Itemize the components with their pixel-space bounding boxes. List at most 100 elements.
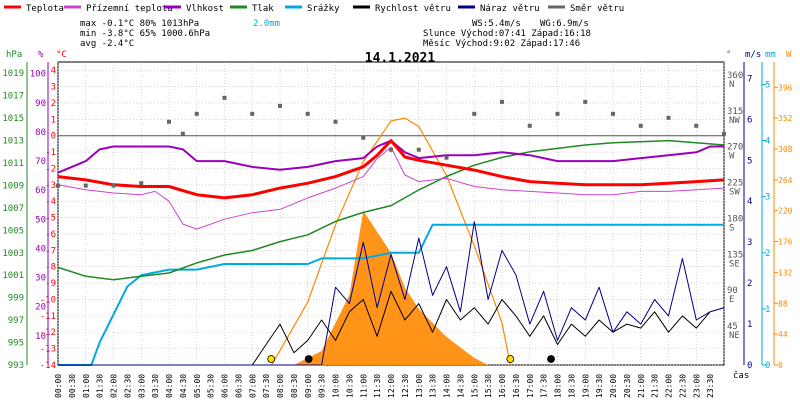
tick-ms-7: 0 [747, 361, 752, 371]
tick-x-45: 22:30 [678, 374, 687, 398]
moonset-marker [547, 355, 555, 363]
series-vlhkost [57, 139, 724, 174]
tick-x-41: 20:30 [623, 374, 632, 398]
tick-x-1: 00:30 [68, 374, 77, 398]
tick-x-11: 05:30 [207, 374, 216, 398]
tick-pct-0: 100 [30, 70, 46, 80]
tick-x-44: 22:00 [665, 374, 674, 398]
series-sm-r-v-tru-point-5 [180, 131, 185, 136]
tick-w-7: 88 [778, 299, 788, 308]
stats-gust: WG:6.9m/s [540, 19, 589, 29]
tick-mm-1: 4 [765, 137, 770, 147]
stats-moon: Měsíc Východ:9:02 Západ:17:46 [423, 39, 580, 49]
tick-hpa-3: 1013 [2, 137, 24, 147]
tick-c-7: -3 [45, 181, 56, 191]
tick-x-34: 17:00 [526, 374, 535, 398]
tick-c-2: 2 [51, 99, 56, 109]
tick-deg-0: 360 [727, 71, 743, 81]
tick-x-2: 01:00 [82, 374, 91, 398]
tick-pct-2: 80 [35, 128, 46, 138]
tick-mm-2: 3 [765, 193, 770, 203]
tick-deg-3: 225 [727, 179, 743, 189]
legend-label-5: Rychlost větru [375, 4, 451, 14]
tick-ms-0: 7 [747, 74, 752, 84]
tick-hpa-7: 1005 [2, 226, 24, 236]
tick-pct-4: 60 [35, 186, 46, 196]
legend-label-3: Tlak [252, 4, 274, 14]
tick-x-13: 06:30 [234, 374, 243, 398]
legend-label-6: Náraz větru [480, 4, 540, 14]
series-sm-r-v-tru-point-21 [611, 111, 615, 116]
tick-mm-3: 2 [765, 249, 770, 259]
tick-c-5: -1 [45, 148, 56, 158]
series-sm-r-v-tru-point-10 [305, 111, 310, 116]
tick-deg-7: 45 [727, 322, 738, 332]
tick-x-37: 18:30 [567, 374, 576, 398]
stats-sun: Slunce Východ:07:41 Západ:16:18 [423, 29, 591, 39]
legend-label-2: Vlhkost [186, 4, 224, 14]
tick-hpa-11: 997 [8, 316, 24, 326]
tick-x-39: 19:30 [595, 374, 604, 398]
chart-title: 14.1.2021 [365, 51, 436, 66]
tick-x-21: 10:30 [345, 374, 354, 398]
series-sm-r-v-tru-point-24 [694, 123, 699, 128]
tick-x-24: 12:00 [387, 374, 396, 398]
stats-max: max -0.1°C 80% 1013hPa [80, 19, 199, 29]
tick-hpa-4: 1011 [2, 159, 24, 169]
legend: Teplota Přízemní teplota Vlhkost Tlak Srážky… [4, 4, 624, 14]
tick-x-3: 01:30 [96, 374, 105, 398]
sunrise-marker [267, 355, 276, 363]
tick-x-32: 16:00 [498, 374, 507, 398]
tick-x-22: 11:00 [359, 374, 368, 398]
series-sm-r-v-tru-point-11 [333, 119, 338, 124]
sunset-marker [506, 355, 515, 363]
series-sm-r-v-tru-point-16 [472, 111, 477, 116]
tick-w-8: 44 [778, 330, 788, 339]
tick-hpa-13: 993 [8, 361, 24, 371]
tick-hpa-6: 1007 [2, 204, 24, 214]
series-sm-r-v-tru-point-18 [527, 123, 532, 128]
series-sm-r-v-tru-point-14 [416, 147, 421, 152]
tick-dir-2: W [729, 152, 735, 162]
series-sr-ky [58, 223, 724, 366]
tick-hpa-5: 1009 [2, 181, 24, 191]
tick-x-27: 13:30 [429, 374, 438, 398]
tick-dir-7: NE [729, 331, 740, 341]
tick-pct-8: 20 [35, 303, 46, 313]
tick-x-7: 03:30 [151, 374, 160, 398]
tick-x-31: 15:30 [484, 374, 493, 398]
axis-unit-x: čas [733, 370, 749, 381]
tick-c-3: 1 [51, 115, 56, 125]
series-sm-r-v-tru-point-8 [250, 111, 255, 116]
tick-x-30: 15:00 [470, 374, 479, 398]
stats-min: min -3.8°C 65% 1000.6hPa [80, 29, 210, 39]
axis-unit-c: °C [56, 50, 67, 60]
tick-x-6: 03:00 [137, 374, 146, 398]
tick-pct-1: 90 [35, 99, 46, 109]
tick-dir-3: SW [729, 188, 740, 198]
tick-x-10: 05:00 [193, 374, 202, 398]
series-sm-r-v-tru-point-9 [278, 103, 282, 108]
tick-hpa-9: 1001 [2, 271, 24, 281]
tick-deg-4: 180 [727, 214, 743, 224]
series-sm-r-v-tru-point-7 [222, 95, 227, 100]
series-p-zemn-teplota [57, 146, 725, 230]
tick-pct-7: 30 [35, 274, 46, 284]
series-sm-r-v-tru-point-22 [638, 123, 643, 128]
tick-x-28: 14:00 [443, 374, 452, 398]
series-sm-r-v-tru-point-3 [139, 181, 144, 186]
tick-x-19: 09:30 [318, 374, 327, 398]
tick-hpa-10: 999 [8, 294, 24, 304]
series-sm-r-v-tru-point-20 [583, 99, 588, 104]
axis-unit-deg: ° [726, 50, 731, 60]
tick-pct-3: 70 [35, 157, 46, 167]
tick-ms-5: 2 [747, 279, 752, 289]
series-sm-r-v-tru-point-19 [555, 111, 560, 116]
tick-x-0: 00:00 [54, 374, 63, 398]
axis-unit-w: W [786, 50, 792, 60]
tick-w-4: 220 [778, 207, 793, 216]
tick-x-5: 02:30 [123, 374, 132, 398]
tick-x-4: 02:00 [110, 374, 119, 398]
tick-ms-1: 6 [747, 115, 752, 125]
series-sm-r-v-tru-point-2 [111, 183, 116, 188]
